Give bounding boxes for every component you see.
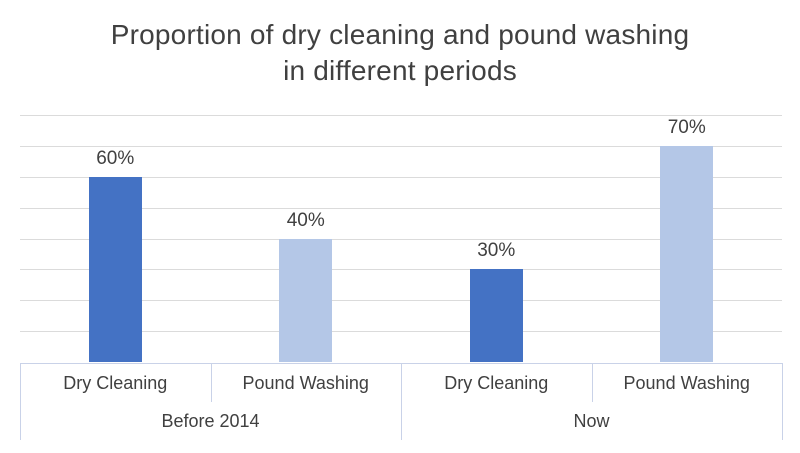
axis-group-tick [401, 363, 402, 440]
gridline [20, 331, 782, 333]
axis-group-tick [782, 363, 783, 440]
gridline [20, 238, 782, 240]
gridline [20, 115, 782, 116]
bar-pound-washing [279, 238, 333, 362]
chart-title: Proportion of dry cleaning and pound was… [110, 19, 690, 86]
category-label: Dry Cleaning [444, 373, 549, 393]
group-label: Now [573, 411, 610, 431]
axis-category-tick [210, 363, 212, 402]
gridline [20, 176, 782, 178]
bar-value-label: 60% [96, 147, 135, 169]
bar-dry-cleaning [88, 176, 142, 362]
axis-category-tick [591, 363, 593, 402]
axis-group-tick [20, 363, 21, 440]
bar-dry-cleaning [469, 269, 523, 362]
bar-value-label: 30% [477, 240, 516, 262]
group-label: Before 2014 [161, 411, 260, 431]
bar-pound-washing [660, 145, 714, 362]
category-label: Pound Washing [623, 373, 750, 393]
category-label: Dry Cleaning [63, 373, 168, 393]
gridline [20, 207, 782, 209]
bar-value-label: 40% [286, 209, 325, 231]
gridline [20, 300, 782, 302]
bar-value-label: 70% [667, 116, 706, 138]
gridline [20, 145, 782, 147]
category-label: Pound Washing [242, 373, 369, 393]
gridline [20, 269, 782, 271]
